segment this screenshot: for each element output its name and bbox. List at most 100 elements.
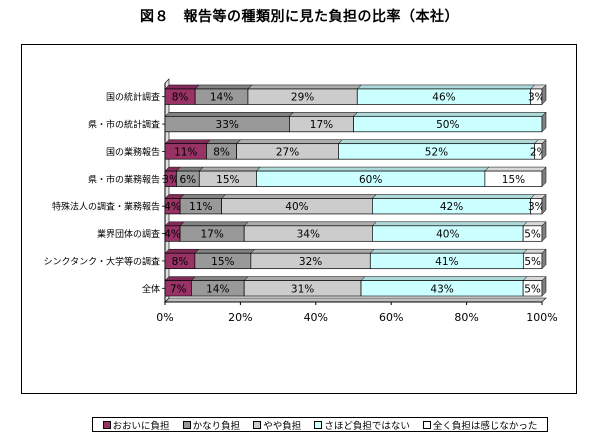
bar-top-face (352, 112, 547, 117)
x-tick-label: 100% (526, 311, 557, 324)
data-label: 17% (200, 229, 223, 241)
data-label: 32% (299, 256, 322, 268)
bar-top-face (179, 221, 249, 227)
bar-top-face (371, 194, 536, 199)
legend-item: 全く負担は感じなかった (422, 418, 538, 432)
bar-end-face (541, 221, 547, 242)
bar-end-face (541, 248, 547, 270)
plot-area (165, 79, 546, 302)
data-label: 27% (276, 146, 299, 158)
data-label: 4% (164, 201, 181, 213)
data-label: 34% (297, 229, 320, 241)
data-label: 15% (216, 174, 239, 186)
legend-swatch (314, 420, 323, 429)
bar-end-face (541, 275, 547, 297)
bar-top-face (236, 139, 344, 144)
legend-swatch (182, 420, 191, 429)
data-label: 14% (210, 92, 233, 104)
data-label: 40% (285, 201, 308, 213)
bar-top-face (164, 139, 212, 144)
data-label: 7% (170, 283, 187, 295)
data-label: 8% (172, 92, 189, 104)
bar-top-face (194, 248, 256, 254)
legend: おおいに負担 かなり負担 やや負担 さほど負担ではない 全く負担は感じなかった (92, 417, 548, 432)
data-label: 41% (435, 256, 458, 268)
legend-label: かなり負担 (192, 420, 241, 432)
bar-end-face (541, 166, 547, 188)
data-label: 40% (436, 229, 459, 241)
bar-top-face (255, 166, 490, 172)
legend-swatch (253, 420, 262, 429)
data-label: 11% (189, 201, 212, 213)
data-label: 31% (291, 283, 314, 295)
bar-end-face (541, 84, 547, 106)
x-tick-label: 0% (156, 311, 173, 324)
category-label: 全体 (142, 283, 160, 295)
x-tick-label: 40% (304, 311, 328, 324)
bar-top-face (371, 221, 528, 227)
data-label: 15% (502, 174, 525, 186)
data-label: 33% (216, 119, 239, 131)
legend-swatch (422, 420, 431, 429)
legend-label: やや負担 (263, 420, 302, 432)
legend-item: さほど負担ではない (314, 418, 410, 432)
category-label: 国の業務報告 (106, 146, 160, 158)
legend-item: おおいに負担 (102, 418, 170, 432)
bar-top-face (337, 139, 540, 144)
bar-top-face (164, 84, 200, 90)
category-label: 業界団体の調査 (97, 228, 160, 240)
category-label: 県・市の統計調査 (88, 119, 160, 131)
chart-title: 図８ 報告等の種類別に見た負担の比率（本社） (140, 9, 459, 25)
bar-top-face (484, 166, 547, 172)
data-label: 5% (524, 283, 541, 295)
x-tick-label: 20% (228, 311, 252, 324)
data-label: 29% (291, 92, 314, 104)
legend-label: 全く負担は感じなかった (432, 420, 538, 432)
bar-top-face (175, 166, 204, 172)
category-label: シンクタンク・大学等の調査 (44, 255, 160, 267)
data-label: 52% (425, 146, 448, 158)
bar-top-face (164, 112, 295, 117)
bar-top-face (194, 84, 253, 90)
data-label: 50% (436, 119, 459, 131)
bar-top-face (190, 276, 249, 281)
data-label: 8% (213, 146, 230, 158)
data-label: 3% (162, 174, 179, 186)
bar-end-face (541, 193, 547, 215)
data-label: 43% (430, 283, 453, 295)
bar-end-face (541, 111, 547, 133)
bar-top-face (179, 194, 227, 199)
bar-end-face (541, 139, 547, 160)
bar-top-face (356, 84, 536, 90)
data-label: 17% (310, 119, 333, 131)
bar-top-face (164, 276, 196, 281)
data-label: 4% (164, 229, 181, 241)
data-label: 3% (528, 92, 545, 104)
legend-label: おおいに負担 (112, 420, 170, 432)
bar-top-face (247, 84, 362, 90)
data-label: 15% (211, 256, 234, 268)
legend-label: さほど負担ではない (324, 420, 410, 432)
bar-top-face (360, 276, 528, 281)
data-label: 46% (432, 92, 455, 104)
bar-top-face (164, 248, 200, 254)
category-label: 県・市の業務報告 (88, 173, 160, 185)
bar-chart: 0% 20% 40% 60% 80% 100%国の統計調査 8% 14% 29% 46% 3%県・市… (44, 78, 558, 324)
data-label: 5% (524, 256, 541, 268)
data-label: 5% (524, 229, 541, 241)
category-label: 特殊法人の調査・業務報告 (52, 201, 160, 213)
legend-swatch (102, 420, 111, 429)
data-label: 14% (206, 283, 229, 295)
bar-top-face (288, 112, 359, 117)
data-label: 3% (528, 201, 545, 213)
bar-top-face (243, 276, 366, 281)
x-tick-label: 60% (379, 311, 403, 324)
legend-item: かなり負担 (182, 418, 241, 432)
bar-top-face (220, 194, 377, 199)
data-label: 8% (172, 256, 189, 268)
bar-top-face (205, 139, 242, 144)
data-label: 60% (359, 174, 382, 186)
data-label: 42% (440, 201, 463, 213)
category-label: 国の統計調査 (106, 91, 160, 103)
data-label: 6% (180, 174, 197, 186)
